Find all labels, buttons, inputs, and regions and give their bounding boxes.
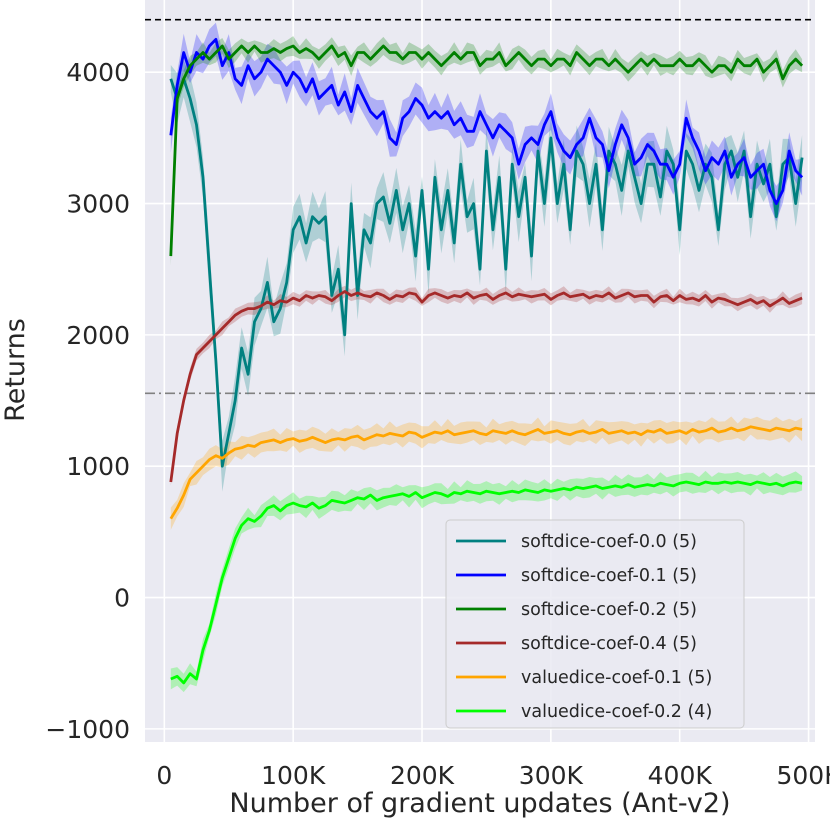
y-tick-label: 4000 [66, 58, 130, 87]
x-tick-label: 400K [648, 761, 713, 790]
x-tick-labels: 0 100K 200K 300K 400K 500K [156, 761, 830, 790]
x-axis-label: Number of gradient updates (Ant-v2) [229, 788, 730, 818]
series-lines [169, 38, 804, 685]
grid [145, 0, 815, 742]
y-tick-label: 2000 [66, 321, 130, 350]
y-axis-label: Returns [0, 318, 31, 422]
line-series-5 [170, 480, 803, 685]
x-tick-label: 0 [156, 761, 172, 790]
line-series-4 [169, 425, 803, 520]
reference-lines [145, 18, 815, 395]
band-series-0 [170, 60, 803, 492]
legend-label: valuedice-coef-0.2 (4) [521, 702, 712, 722]
line-series-0 [169, 77, 804, 468]
y-tick-label: 0 [114, 584, 130, 613]
y-tick-label: 1000 [66, 452, 130, 481]
band-series-4 [170, 416, 803, 530]
band-series-3 [170, 285, 803, 486]
line-series-2 [169, 44, 804, 257]
legend-label: valuedice-coef-0.1 (5) [521, 668, 712, 688]
y-tick-label: 3000 [66, 190, 130, 219]
legend-label: softdice-coef-0.0 (5) [521, 532, 697, 552]
x-tick-label: 500K [776, 761, 830, 790]
legend-label: softdice-coef-0.2 (5) [521, 600, 697, 620]
x-tick-label: 100K [261, 761, 326, 790]
legend: softdice-coef-0.0 (5) softdice-coef-0.1 (… [445, 519, 745, 729]
y-tick-label: −1000 [45, 715, 130, 744]
legend-label: softdice-coef-0.1 (5) [521, 566, 697, 586]
line-series-3 [169, 290, 803, 483]
x-tick-label: 200K [390, 761, 455, 790]
y-tick-labels: −1000 0 1000 2000 3000 4000 [45, 58, 130, 744]
legend-label: softdice-coef-0.4 (5) [521, 634, 697, 654]
x-tick-label: 300K [519, 761, 584, 790]
line-series-1 [169, 38, 804, 206]
legend-box [445, 519, 745, 729]
